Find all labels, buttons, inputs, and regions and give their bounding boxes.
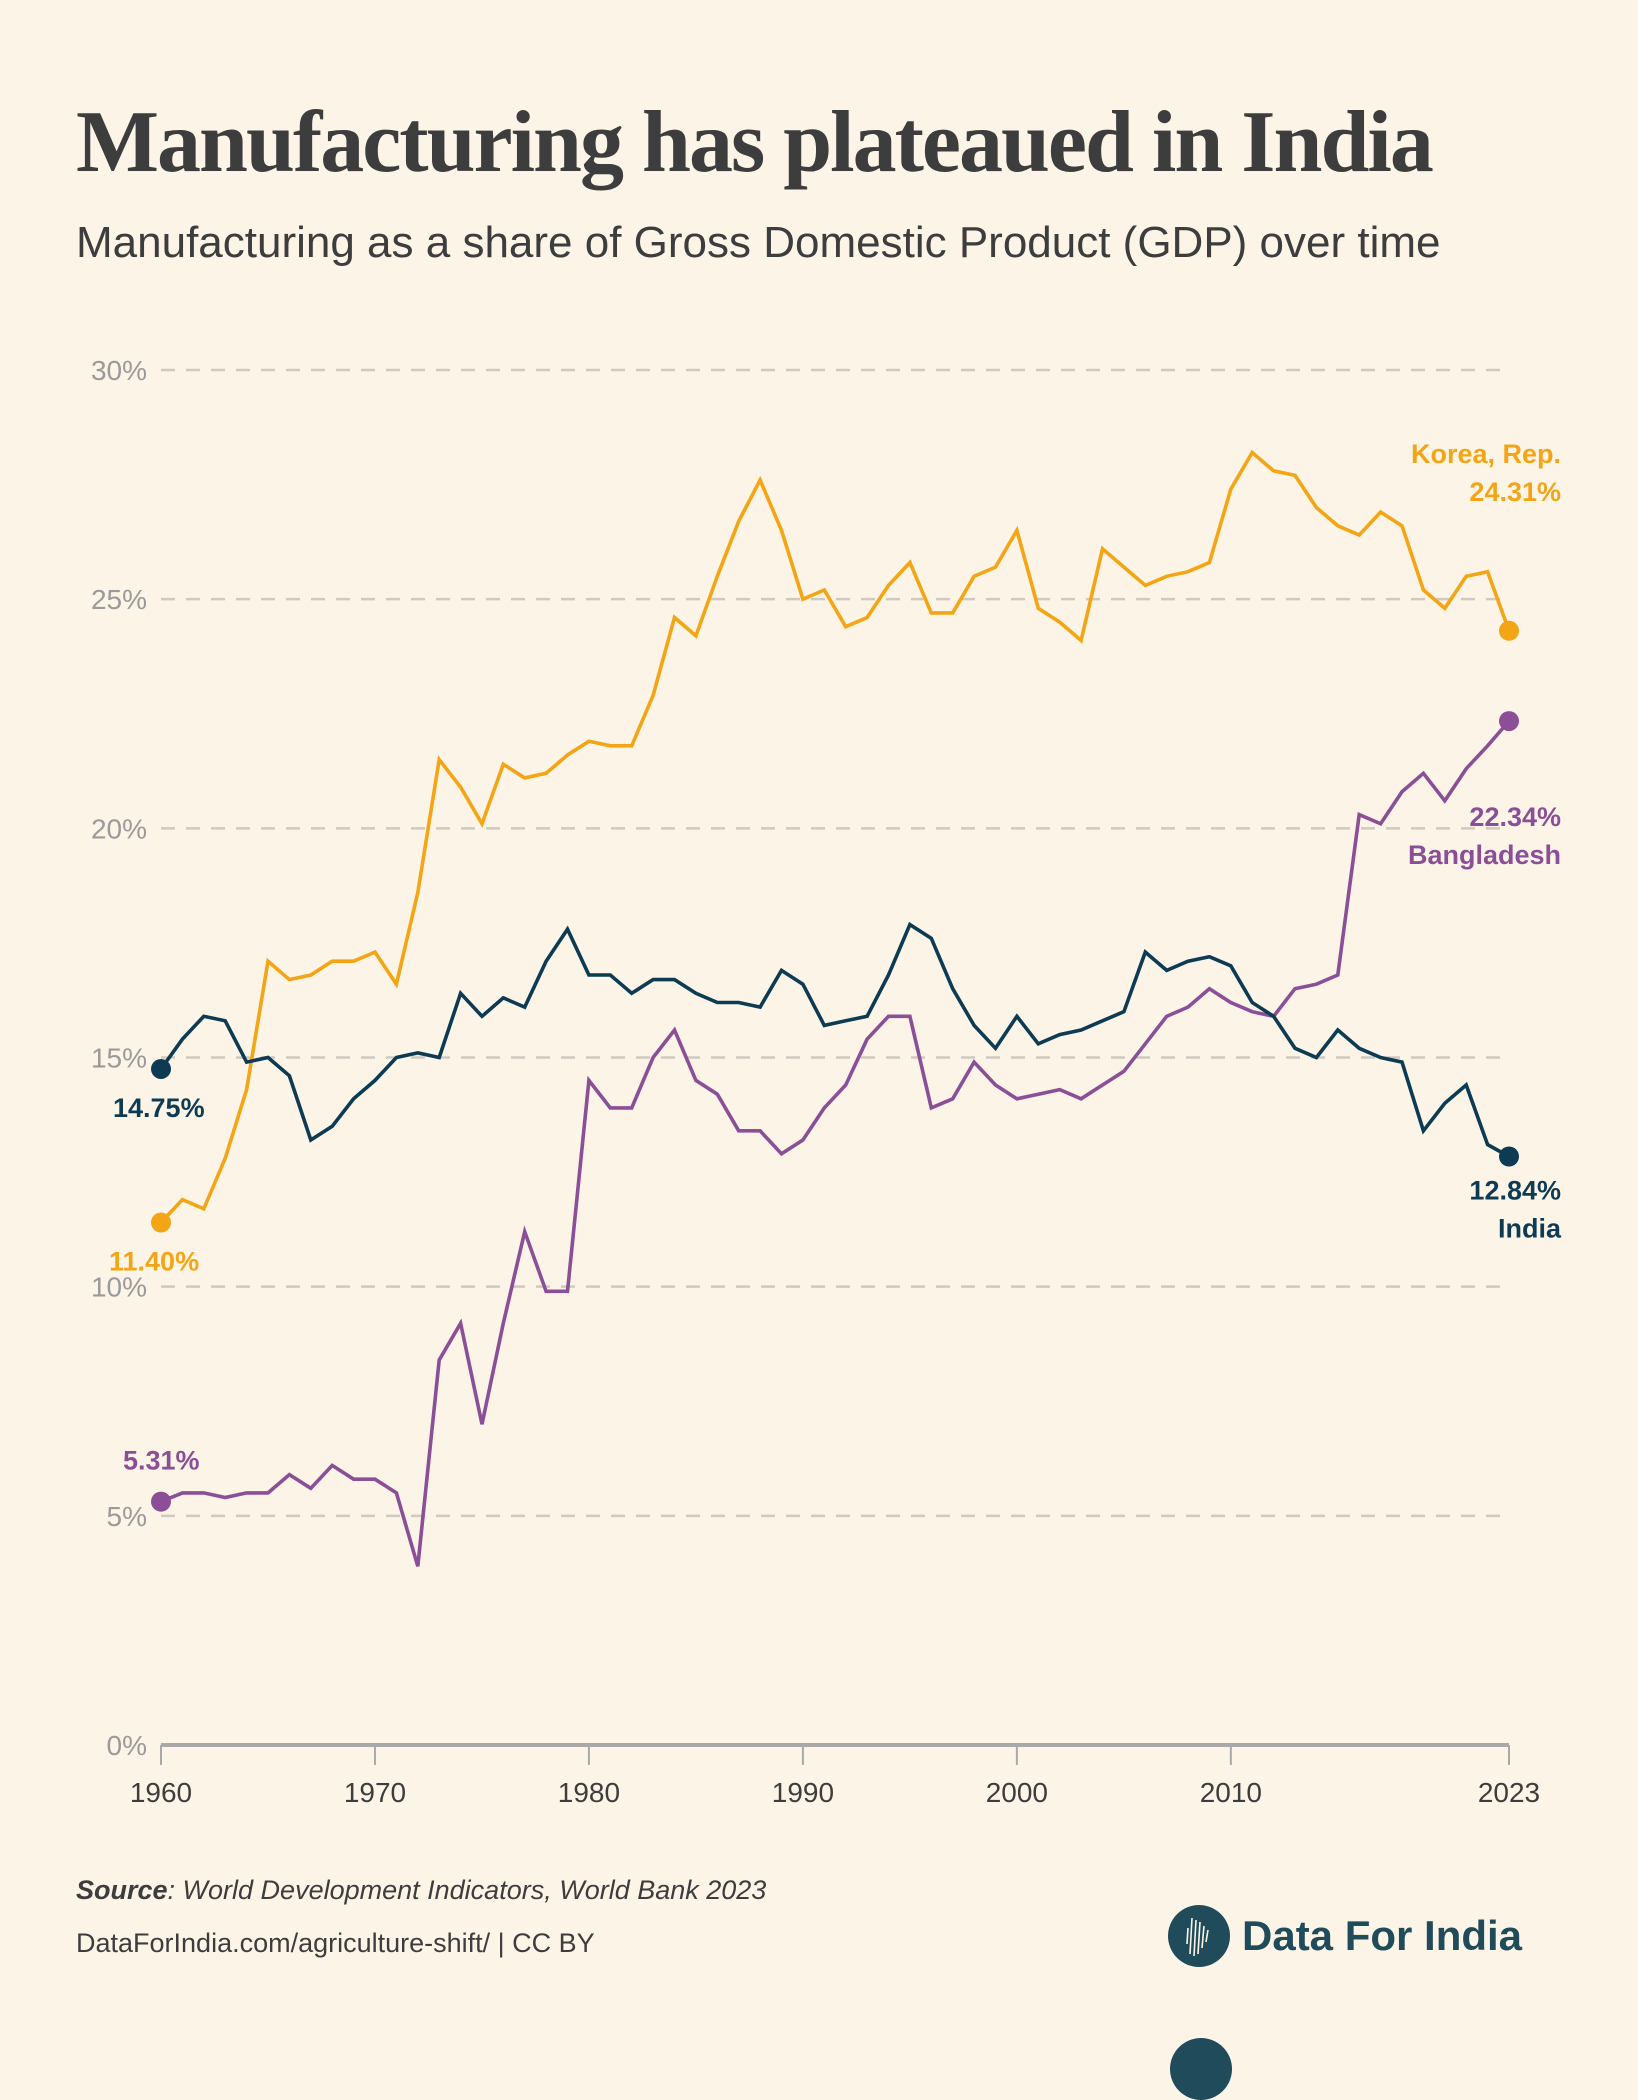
source-label: Source (76, 1875, 168, 1905)
y-tick-label: 15% (91, 1043, 147, 1074)
x-tick-label: 2000 (986, 1777, 1048, 1808)
brand-name: Data For India (1242, 1912, 1523, 1959)
x-tick-label: 2023 (1478, 1777, 1540, 1808)
end-value-label-bangladesh: 22.34% (1469, 802, 1561, 832)
end-point-korea (1499, 620, 1519, 641)
series-name-label-korea: Korea, Rep. (1411, 439, 1561, 469)
brand-logo-partial (1170, 2038, 1232, 2100)
gridlines (161, 368, 1509, 1518)
series-line-bangladesh (160, 719, 1511, 1567)
start-value-label-bangladesh: 5.31% (123, 1446, 200, 1476)
series-line-india (159, 921, 1510, 1159)
x-tick-label: 1990 (772, 1777, 834, 1808)
series-name-label-bangladesh: Bangladesh (1408, 840, 1561, 870)
series-name-label-india: India (1498, 1214, 1562, 1244)
y-tick-label: 25% (91, 584, 147, 615)
series-lines (151, 449, 1519, 1567)
chart-subtitle: Manufacturing as a share of Gross Domest… (76, 218, 1441, 267)
start-point-korea (151, 1212, 171, 1233)
india-map-icon (1168, 1905, 1230, 1967)
end-value-label-india: 12.84% (1469, 1176, 1561, 1206)
brand-logo: Data For India (1168, 1905, 1522, 1967)
series-labels: 11.40% 24.31% Korea, Rep. 5.31% 22.34% Bangla… (109, 439, 1562, 1476)
y-tick-label: 5% (107, 1501, 147, 1532)
start-value-label-india: 14.75% (113, 1093, 205, 1123)
series-line-korea (159, 449, 1511, 1224)
line-chart: 0% 5% 10% 15% 20% 25% 30% 1960 1970 1980 1990 2000… (91, 355, 1562, 1808)
start-value-label-korea: 11.40% (109, 1247, 199, 1277)
y-tick-label: 30% (91, 355, 147, 386)
y-axis-ticks: 0% 5% 10% 15% 20% 25% 30% (91, 355, 147, 1761)
end-value-label-korea: 24.31% (1469, 477, 1561, 507)
chart-title: Manufacturing has plateaued in India (76, 94, 1434, 191)
start-point-bangladesh (151, 1491, 171, 1512)
end-point-india (1499, 1146, 1519, 1167)
source-text: : World Development Indicators, World Ba… (167, 1875, 767, 1905)
source-link[interactable]: DataForIndia.com/agriculture-shift/ | CC… (76, 1928, 595, 1958)
end-point-bangladesh (1499, 711, 1519, 732)
x-tick-label: 2010 (1200, 1777, 1262, 1808)
x-tick-label: 1970 (344, 1777, 406, 1808)
y-tick-label: 10% (91, 1272, 147, 1303)
y-tick-label: 20% (91, 813, 147, 844)
y-tick-label: 0% (107, 1730, 147, 1761)
x-tick-label: 1960 (130, 1777, 192, 1808)
x-axis: 1960 1970 1980 1990 2000 2010 2023 (130, 1743, 1540, 1808)
source-note: Source: World Development Indicators, Wo… (76, 1875, 766, 1906)
x-tick-label: 1980 (558, 1777, 620, 1808)
start-point-india (151, 1058, 171, 1079)
